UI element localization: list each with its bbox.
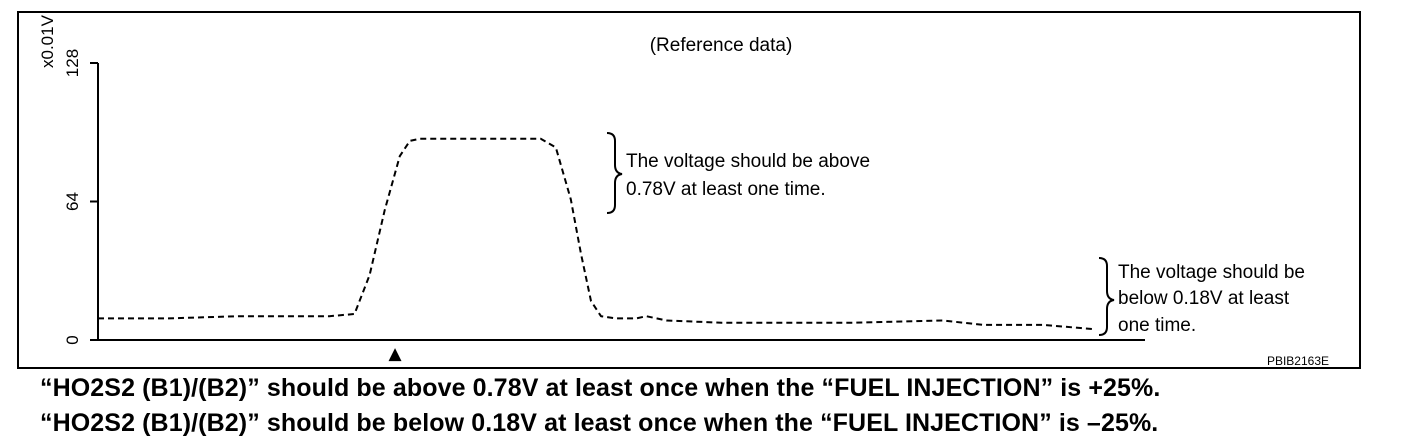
bracket-upper	[606, 132, 623, 214]
y-tick-label: 128	[63, 49, 82, 77]
trigger-marker-icon: ▲	[388, 344, 402, 364]
annotation-upper-line-1: The voltage should be above	[626, 151, 870, 172]
bracket-lower	[1098, 257, 1115, 336]
annotation-lower-line-1: The voltage should be	[1118, 262, 1305, 283]
annotation-lower-line-2: below 0.18V at least	[1118, 288, 1290, 309]
series-layer	[98, 137, 1095, 331]
y-tick-label: 0	[63, 335, 82, 344]
caption-line-1: “HO2S2 (B1)/(B2)” should be above 0.78V …	[40, 374, 1161, 402]
y-axis: 0 64 128	[63, 49, 99, 345]
voltage-series-line	[98, 137, 1095, 331]
figure-frame: (Reference data) x0.01V 0 64 128 ▲ The vol…	[17, 11, 1361, 369]
annotation-upper-line-2: 0.78V at least one time.	[626, 179, 826, 200]
annotation-lower-line-3: one time.	[1118, 315, 1196, 336]
chart-title: (Reference data)	[650, 35, 793, 56]
y-axis-label: x0.01V	[38, 14, 57, 68]
voltage-chart: (Reference data) x0.01V 0 64 128 ▲ The vol…	[38, 14, 1329, 368]
caption-line-2: “HO2S2 (B1)/(B2)” should be below 0.18V …	[40, 409, 1159, 437]
figure-id: PBIB2163E	[1267, 354, 1329, 368]
y-tick-label: 64	[63, 192, 82, 211]
